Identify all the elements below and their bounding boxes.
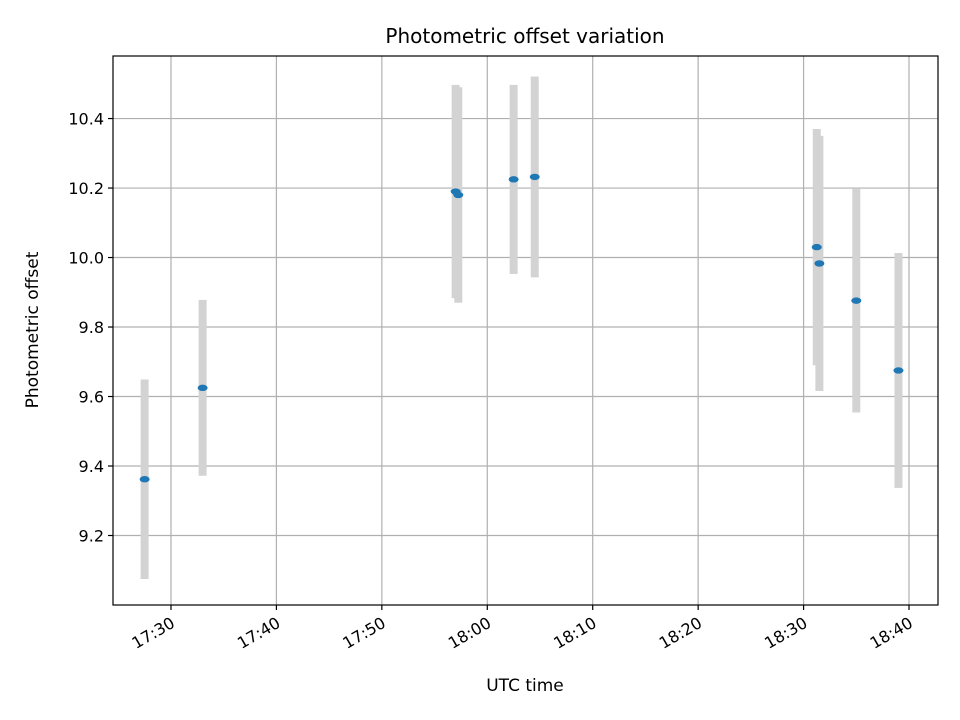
x-axis-title: UTC time xyxy=(486,676,564,696)
y-axis-title: Photometric offset xyxy=(23,251,43,408)
grid xyxy=(113,56,938,605)
y-tick-label: 10.0 xyxy=(68,249,104,268)
y-tick-label: 9.8 xyxy=(79,318,104,337)
data-point xyxy=(811,243,822,251)
data-point xyxy=(139,476,150,483)
y-tick-label: 9.6 xyxy=(79,388,104,407)
chart-title: Photometric offset variation xyxy=(385,24,664,48)
data-point xyxy=(851,297,862,304)
y-tick-label: 9.4 xyxy=(79,457,104,476)
data-point xyxy=(508,176,519,183)
data-point xyxy=(814,260,825,267)
y-tick-label: 10.2 xyxy=(68,179,104,198)
y-axis: 9.2 9.4 9.6 9.8 10.0 10.2 10.4 xyxy=(68,110,113,546)
data-points xyxy=(139,173,904,483)
data-point xyxy=(893,367,904,374)
y-tick-label: 9.2 xyxy=(79,527,104,546)
data-point xyxy=(529,173,540,181)
plot-frame xyxy=(112,55,939,606)
y-tick-label: 10.4 xyxy=(68,110,104,129)
data-point xyxy=(453,191,464,199)
data-point xyxy=(197,384,208,392)
